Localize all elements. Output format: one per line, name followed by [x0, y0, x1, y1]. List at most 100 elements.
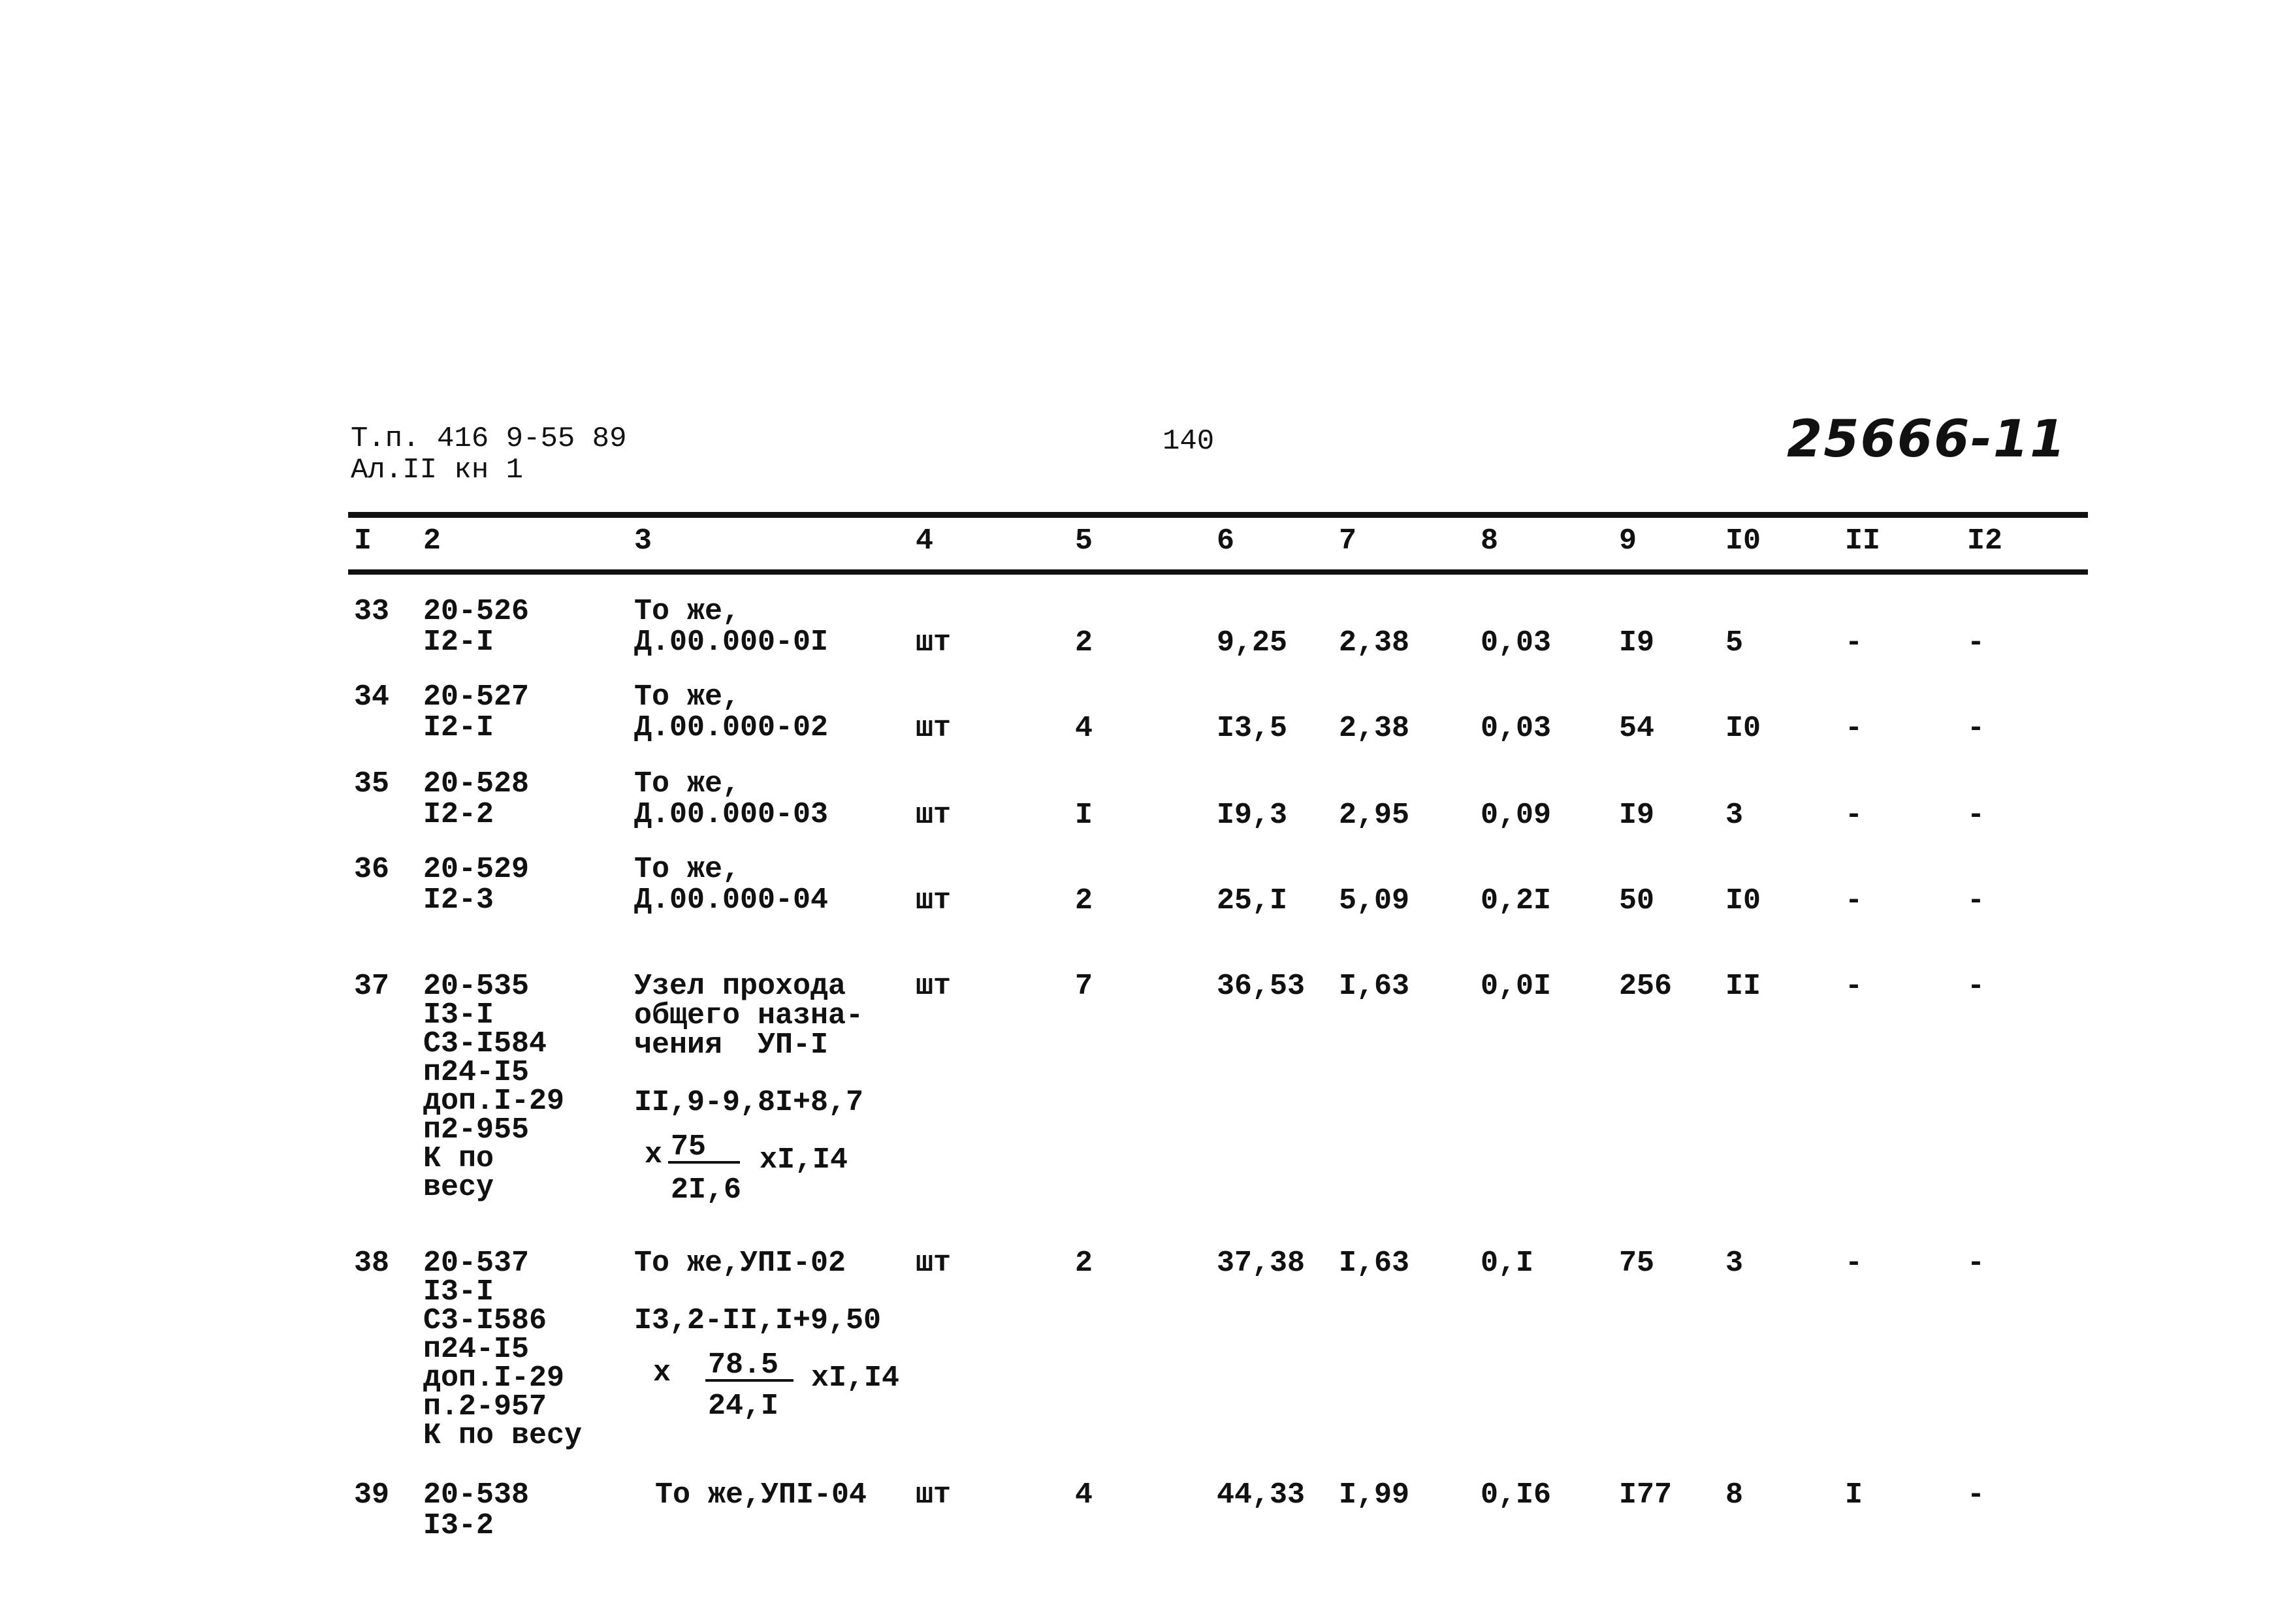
table-top-rule — [348, 512, 2088, 518]
code-line: 20-538 — [423, 1478, 530, 1512]
row-number: 36 — [354, 853, 390, 886]
code-line: п2-955 — [423, 1113, 530, 1147]
cell-col-6: 25,I — [1217, 884, 1288, 917]
column-header-2: 2 — [423, 524, 441, 558]
cell-col-5: 7 — [1075, 970, 1093, 1003]
cell-col-6: 9,25 — [1217, 626, 1288, 660]
row-number: 39 — [354, 1478, 390, 1512]
cell-col-10: I0 — [1725, 884, 1761, 917]
document-number: 25666-11 — [1787, 410, 2067, 469]
description-line: То же, — [634, 853, 741, 886]
code-line: К по весу — [423, 1419, 583, 1452]
description-line: То же, — [634, 595, 741, 628]
code-line: I2-I — [423, 626, 494, 659]
cell-col-8: 0,03 — [1481, 712, 1552, 745]
code-line: 20-528 — [423, 767, 530, 801]
description-line: То же,УПI-02 — [634, 1247, 846, 1280]
description-line: Д.00.000-02 — [634, 711, 829, 744]
cell-col-10: I0 — [1725, 712, 1761, 745]
unit: шт — [916, 884, 952, 917]
code-line: I3-I — [423, 998, 494, 1032]
column-header-11: II — [1845, 524, 1881, 558]
description-line: То же, — [634, 767, 741, 801]
column-header-12: I2 — [1967, 524, 2003, 558]
description-line: общего назна- — [634, 999, 864, 1032]
cell-col-5: 4 — [1075, 712, 1093, 745]
cell-col-11: I — [1845, 1478, 1863, 1512]
code-line: весу — [423, 1171, 494, 1204]
multiplier: хI,I4 — [811, 1361, 900, 1395]
column-header-9: 9 — [1619, 524, 1637, 558]
cell-col-8: 0,03 — [1481, 626, 1552, 660]
cell-col-12: - — [1967, 970, 1985, 1003]
cell-col-7: 2,38 — [1339, 626, 1410, 660]
code-line: I2-2 — [423, 798, 494, 831]
times-sign: х — [645, 1138, 663, 1171]
cell-col-10: 3 — [1725, 1247, 1744, 1280]
column-header-7: 7 — [1339, 524, 1357, 558]
code-line: п24-I5 — [423, 1056, 530, 1089]
description-line: Д.00.000-03 — [634, 798, 829, 831]
cell-col-5: I — [1075, 799, 1093, 832]
cell-col-9: 75 — [1619, 1247, 1655, 1280]
column-header-10: I0 — [1725, 524, 1761, 558]
cell-col-12: - — [1967, 1247, 1985, 1280]
formula: I3,2-II,I+9,50 — [634, 1304, 882, 1337]
reference-line-2: Ал.II кн 1 — [351, 454, 524, 486]
fraction-numerator: 78.5 — [708, 1348, 779, 1382]
description-line: То же,УПI-04 — [655, 1478, 867, 1512]
multiplier: хI,I4 — [760, 1143, 848, 1177]
fraction-denominator: 24,I — [708, 1390, 779, 1423]
code-line: доп.I-29 — [423, 1085, 565, 1118]
cell-col-6: 37,38 — [1217, 1247, 1306, 1280]
column-header-5: 5 — [1075, 524, 1093, 558]
row-number: 37 — [354, 970, 390, 1003]
column-header-1: I — [354, 524, 372, 558]
cell-col-6: 44,33 — [1217, 1478, 1306, 1512]
code-line: I3-I — [423, 1275, 494, 1309]
cell-col-7: I,99 — [1339, 1478, 1410, 1512]
row-number: 35 — [354, 767, 390, 801]
cell-col-6: 36,53 — [1217, 970, 1306, 1003]
cell-col-11: - — [1845, 626, 1863, 660]
cell-col-12: - — [1967, 884, 1985, 917]
code-line: п.2-957 — [423, 1390, 547, 1424]
cell-col-12: - — [1967, 799, 1985, 832]
column-header-3: 3 — [634, 524, 652, 558]
formula: II,9-9,8I+8,7 — [634, 1086, 864, 1119]
cell-col-8: 0,2I — [1481, 884, 1552, 917]
unit: шт — [916, 799, 952, 832]
times-sign: х — [653, 1356, 671, 1390]
cell-col-12: - — [1967, 626, 1985, 660]
code-line: доп.I-29 — [423, 1361, 565, 1395]
cell-col-7: 2,95 — [1339, 799, 1410, 832]
code-line: I2-3 — [423, 884, 494, 917]
row-number: 33 — [354, 595, 390, 628]
cell-col-5: 4 — [1075, 1478, 1093, 1512]
reference-line-1: Т.п. 416 9-55 89 — [351, 422, 627, 455]
cell-col-11: - — [1845, 712, 1863, 745]
code-line: С3-I586 — [423, 1304, 547, 1337]
cell-col-10: II — [1725, 970, 1761, 1003]
cell-col-5: 2 — [1075, 626, 1093, 660]
column-header-6: 6 — [1217, 524, 1235, 558]
fraction-bar — [705, 1379, 794, 1382]
cell-col-9: I9 — [1619, 799, 1655, 832]
fraction-bar — [668, 1161, 740, 1164]
cell-col-8: 0,I — [1481, 1247, 1534, 1280]
cell-col-9: 54 — [1619, 712, 1655, 745]
cell-col-12: - — [1967, 1478, 1985, 1512]
cell-col-9: I77 — [1619, 1478, 1673, 1512]
cell-col-8: 0,0I — [1481, 970, 1552, 1003]
cell-col-6: I9,3 — [1217, 799, 1288, 832]
cell-col-11: - — [1845, 884, 1863, 917]
cell-col-8: 0,09 — [1481, 799, 1552, 832]
cell-col-5: 2 — [1075, 884, 1093, 917]
cell-col-10: 5 — [1725, 626, 1744, 660]
cell-col-7: 5,09 — [1339, 884, 1410, 917]
table-header-rule — [348, 569, 2088, 575]
code-line: К по — [423, 1142, 494, 1175]
cell-col-12: - — [1967, 712, 1985, 745]
unit: шт — [916, 970, 952, 1003]
row-number: 34 — [354, 680, 390, 714]
